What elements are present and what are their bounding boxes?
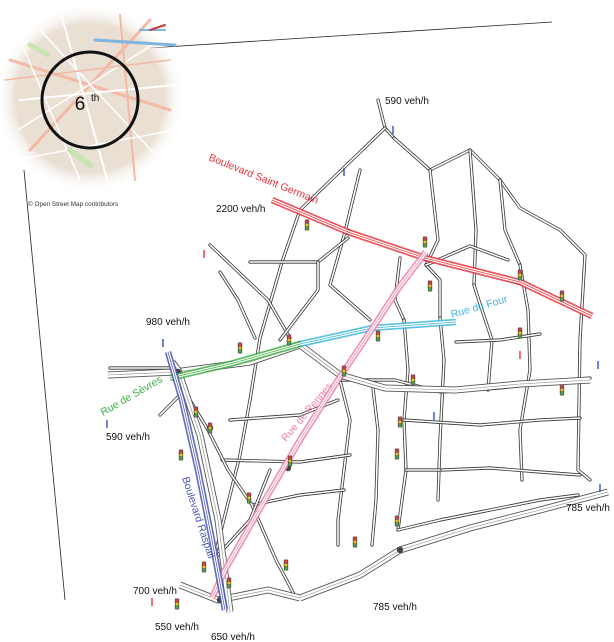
map-credit: © Open Street Map contributors [28,200,118,208]
minor-street-inner [394,257,405,321]
highlighted-streets [164,197,594,611]
minor-street-inner [371,379,379,546]
traffic-light-icon [178,449,184,461]
traffic-light-icon [286,334,292,346]
flow-label-top: 590 veh/h [385,96,429,107]
minor-street-inner [337,379,351,546]
traffic-light-icon [237,342,243,354]
inset-connector-line [149,21,553,49]
traffic-light-icon [246,492,252,504]
traffic-light-icon [304,219,310,231]
flow-label-south: 785 veh/h [373,602,417,613]
minor-street-inner [329,231,371,321]
traffic-light-icon [207,422,213,434]
traffic-light-icon [394,515,400,527]
traffic-light-icon [174,598,180,610]
street-label-rue-de-sevres: Rue de Sèvres [99,373,165,418]
minor-street-inner [249,237,349,263]
minor-street-inner [251,489,345,506]
flow-label-east: 785 veh/h [566,503,610,514]
inset-connector-line [23,169,66,601]
inset-background [0,3,185,193]
traffic-light-icon [201,561,207,573]
major-street-lane [171,361,231,613]
flow-label-sevres-north: 980 veh/h [146,317,190,328]
minor-street-inner [403,417,581,426]
traffic-light-icon [226,577,232,589]
flow-label-bottom: 650 veh/h [211,632,255,642]
minor-street-inner [344,169,361,233]
major-street-lane [299,491,609,599]
highlight-rue-de-rennes-lane [211,251,427,599]
minor-street-inner [425,169,439,266]
minor-street-inner [279,261,319,341]
minor-street-inner [221,454,351,463]
traffic-light-icon [517,269,523,281]
minor-street [328,230,372,322]
traffic-light-icon [287,455,293,467]
traffic-light-icon [352,536,358,548]
highlight-rue-de-sevres-lane [169,343,301,379]
traffic-light-icon [397,416,403,428]
minor-street-inner [425,264,441,319]
street-label-saint-germain: Boulevard Saint Germain [207,152,320,207]
inset-map: 6 th © Open Street Map contributors [0,3,553,601]
district-label-superscript: th [91,93,99,104]
inset-street-texture [4,9,177,191]
minor-street-inner [455,333,541,343]
flow-label-southwest: 700 veh/h [133,586,177,597]
minor-street-inner [437,317,445,501]
traffic-light-icon [410,374,416,386]
minor-street-inner [441,467,581,476]
minor-street-inner [209,244,291,339]
traffic-light-icon [422,236,428,248]
district-boundary-circle [40,50,140,150]
major-street-inner [299,489,609,601]
minor-street-inner [219,271,256,339]
traffic-light-icon [341,365,347,377]
traffic-light-icon [394,448,400,460]
flow-label-raspail-south: 550 veh/h [155,622,199,633]
highlight-raspail-lane [167,351,226,611]
traffic-light-icon [517,327,523,339]
minor-street-inner [519,264,531,481]
intersection-node [396,546,404,554]
minor-street [336,378,352,547]
traffic-light-icon [559,290,565,302]
minor-street-inner [499,179,521,266]
traffic-light-icon [193,406,199,418]
minor-street-inner [393,137,591,481]
major-street-lane [179,584,301,601]
minor-street-inner [469,149,477,286]
road-network [107,98,609,613]
minor-street-inner [473,284,493,391]
traffic-light-icon [375,330,381,342]
highlight-saint-germain [270,197,594,319]
traffic-light-icon [559,384,565,396]
minor-street-inner [397,494,579,531]
flow-label-saint-germain: 2200 veh/h [216,204,266,215]
traffic-light-icon [283,559,289,571]
minor-street-inner [177,379,297,599]
traffic-light-icon [427,280,433,292]
district-label: 6 [75,94,86,115]
flow-label-sevres-west: 590 veh/h [106,432,150,443]
highlight-rue-de-sevres-inner [169,342,301,380]
flow-markers [106,126,601,606]
